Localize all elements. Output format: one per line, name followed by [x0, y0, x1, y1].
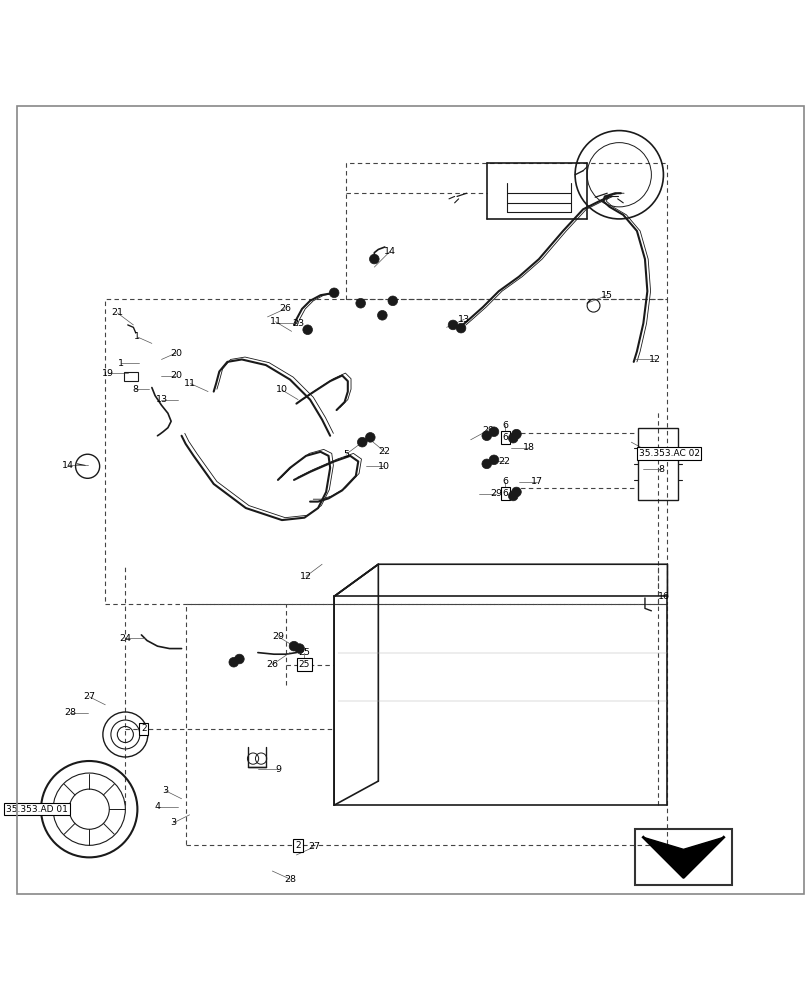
Text: 8: 8: [132, 385, 138, 394]
Circle shape: [388, 296, 397, 306]
Text: 16: 16: [657, 592, 668, 601]
Text: 26: 26: [266, 660, 278, 669]
Text: 19: 19: [101, 369, 114, 378]
Text: 7: 7: [646, 447, 651, 456]
Text: 29: 29: [482, 426, 494, 435]
Text: 28: 28: [284, 875, 296, 884]
Text: 23: 23: [292, 319, 303, 328]
Circle shape: [508, 491, 517, 501]
Text: 14: 14: [384, 247, 396, 256]
Bar: [637, 428, 677, 500]
Text: 25: 25: [298, 660, 310, 669]
Circle shape: [511, 487, 521, 497]
Text: 20: 20: [169, 349, 182, 358]
Text: 6: 6: [501, 477, 508, 486]
Circle shape: [456, 323, 466, 333]
Text: 35.353.AC 02: 35.353.AC 02: [637, 449, 699, 458]
Text: 3: 3: [162, 786, 169, 795]
Circle shape: [511, 429, 521, 439]
Text: 1: 1: [135, 332, 140, 341]
Text: 21: 21: [111, 308, 123, 317]
Text: 4: 4: [154, 802, 161, 811]
Circle shape: [355, 298, 365, 308]
Text: 25: 25: [298, 648, 310, 657]
Polygon shape: [642, 837, 723, 877]
Text: 20: 20: [169, 371, 182, 380]
Circle shape: [508, 433, 517, 443]
Text: 13: 13: [457, 315, 470, 324]
Circle shape: [488, 455, 498, 465]
Text: 5: 5: [343, 450, 349, 459]
Text: 26: 26: [279, 304, 291, 313]
Text: 24: 24: [119, 634, 131, 643]
Text: 11: 11: [184, 379, 196, 388]
Circle shape: [357, 437, 367, 447]
Text: 27: 27: [83, 692, 95, 701]
Circle shape: [289, 641, 298, 651]
Circle shape: [294, 644, 304, 653]
Circle shape: [329, 288, 338, 298]
Text: 13: 13: [155, 395, 167, 404]
Circle shape: [303, 325, 312, 335]
Circle shape: [369, 254, 379, 264]
Text: 17: 17: [530, 477, 542, 486]
Bar: [123, 372, 138, 381]
Text: 12: 12: [649, 355, 661, 364]
Circle shape: [229, 657, 238, 667]
Text: 6: 6: [501, 421, 508, 430]
Text: 27: 27: [307, 842, 320, 851]
Text: 2: 2: [295, 841, 300, 850]
Text: 18: 18: [521, 443, 534, 452]
Bar: [634, 829, 731, 885]
Circle shape: [365, 433, 375, 442]
Text: 1: 1: [118, 359, 124, 368]
Text: 29: 29: [272, 632, 284, 641]
Text: 6: 6: [502, 489, 508, 498]
Text: 35.353.AD 01: 35.353.AD 01: [6, 805, 68, 814]
Text: 10: 10: [377, 462, 389, 471]
Text: 22: 22: [378, 447, 390, 456]
Text: 2: 2: [141, 724, 147, 733]
Circle shape: [482, 431, 491, 441]
Text: 10: 10: [276, 385, 288, 394]
Circle shape: [234, 654, 244, 664]
Text: 15: 15: [600, 291, 612, 300]
Text: 6: 6: [502, 433, 508, 442]
Text: 11: 11: [269, 317, 281, 326]
Circle shape: [482, 459, 491, 469]
Text: 12: 12: [300, 572, 311, 581]
Circle shape: [488, 427, 498, 437]
Circle shape: [377, 310, 387, 320]
Text: 22: 22: [498, 457, 510, 466]
Text: 9: 9: [275, 765, 281, 774]
Text: 29: 29: [490, 489, 502, 498]
Circle shape: [448, 320, 457, 330]
Text: 3: 3: [170, 818, 176, 827]
Text: 8: 8: [657, 465, 663, 474]
Text: 28: 28: [64, 708, 76, 717]
Text: 14: 14: [62, 461, 74, 470]
